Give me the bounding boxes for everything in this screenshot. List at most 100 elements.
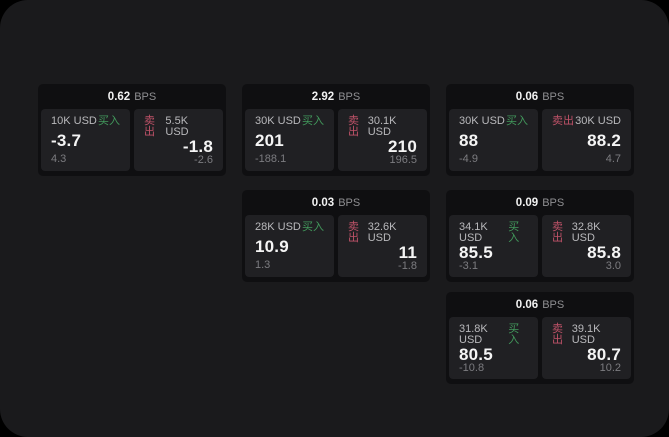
buy-price: -3.7 (51, 131, 82, 150)
sell-price: 85.8 (587, 243, 621, 262)
buy-sub-value: -10.8 (459, 362, 485, 374)
buy-side-label: 买入 (302, 221, 324, 233)
spread-unit: BPS (542, 298, 565, 311)
buy-price: 10.9 (255, 237, 289, 256)
sell-amount: 32.6K USD (367, 221, 397, 244)
sell-panel-top: 卖出 30.1K USD (348, 116, 417, 138)
buy-amount: 28K USD (255, 221, 301, 233)
spread-value: 2.92 (311, 90, 335, 103)
buy-panel-top: 30K USD 买入 (459, 116, 528, 127)
buy-panel-top: 31.8K USD 买入 (459, 324, 528, 346)
sell-price: 210 (388, 137, 417, 156)
sell-amount: 5.5K USD (165, 115, 189, 138)
sell-panel-top: 卖出 32.8K USD (552, 222, 621, 244)
sell-side-label: 卖出 (144, 115, 155, 138)
sell-price: 11 (398, 243, 417, 262)
spread-header: 0.09 BPS (446, 190, 634, 215)
quote-panels: 31.8K USD 买入 80.5 -10.8 卖出 39.1K USD 80.… (446, 317, 634, 379)
sell-side-label: 卖出 (552, 115, 574, 127)
spread-value: 0.06 (515, 90, 539, 103)
buy-amount: 31.8K USD (459, 323, 488, 346)
sell-panel-top: 卖出 32.6K USD (348, 222, 417, 244)
sell-panel-top: 卖出 30K USD (552, 116, 621, 127)
quote-card-4: 0.03 BPS 28K USD 买入 10.9 1.3 卖出 32.6K US… (242, 190, 430, 282)
spread-unit: BPS (338, 196, 361, 209)
buy-sub-value: 4.3 (51, 153, 67, 165)
sell-side-label: 卖出 (552, 323, 563, 346)
sell-panel[interactable]: 卖出 32.6K USD 11 -1.8 (338, 215, 427, 277)
buy-amount: 30K USD (459, 115, 505, 127)
buy-sub-value: 1.3 (255, 259, 271, 271)
quote-card-6: 0.06 BPS 31.8K USD 买入 80.5 -10.8 卖出 39.1… (446, 292, 634, 384)
spread-header: 0.62 BPS (38, 84, 226, 109)
sell-panel[interactable]: 卖出 30K USD 88.2 4.7 (542, 109, 631, 171)
sell-amount: 39.1K USD (571, 323, 601, 346)
sell-panel[interactable]: 卖出 32.8K USD 85.8 3.0 (542, 215, 631, 277)
spread-value: 0.03 (311, 196, 335, 209)
buy-side-label: 买入 (508, 323, 520, 346)
sell-panel[interactable]: 卖出 5.5K USD -1.8 -2.6 (134, 109, 223, 171)
buy-panel-top: 10K USD 买入 (51, 116, 120, 127)
quote-card-5: 0.09 BPS 34.1K USD 买入 85.5 -3.1 卖出 32.8K… (446, 190, 634, 282)
spread-unit: BPS (542, 196, 565, 209)
buy-panel[interactable]: 10K USD 买入 -3.7 4.3 (41, 109, 130, 171)
buy-side-label: 买入 (302, 115, 324, 127)
sell-price: 80.7 (587, 345, 621, 364)
sell-amount: 30K USD (575, 115, 621, 127)
buy-sub-value: -3.1 (459, 260, 478, 272)
buy-side-label: 买入 (98, 115, 120, 127)
buy-side-label: 买入 (506, 115, 528, 127)
buy-price: 88 (459, 131, 479, 150)
sell-panel[interactable]: 卖出 39.1K USD 80.7 10.2 (542, 317, 631, 379)
buy-price: 201 (255, 131, 284, 150)
sell-side-label: 卖出 (348, 221, 359, 244)
quote-card-1: 0.62 BPS 10K USD 买入 -3.7 4.3 卖出 5.5K USD… (38, 84, 226, 176)
quote-card-2: 2.92 BPS 30K USD 买入 201 -188.1 卖出 30.1K … (242, 84, 430, 176)
buy-side-label: 买入 (508, 221, 520, 244)
spread-value: 0.06 (515, 298, 539, 311)
buy-panel-top: 34.1K USD 买入 (459, 222, 528, 244)
spread-header: 0.06 BPS (446, 84, 634, 109)
sell-price: -1.8 (182, 137, 213, 156)
sell-sub-value: 10.2 (599, 362, 621, 374)
spread-unit: BPS (542, 90, 565, 103)
buy-sub-value: -4.9 (459, 153, 478, 165)
buy-amount: 30K USD (255, 115, 301, 127)
sell-panel[interactable]: 卖出 30.1K USD 210 196.5 (338, 109, 427, 171)
sell-sub-value: -2.6 (194, 154, 213, 166)
sell-side-label: 卖出 (348, 115, 359, 138)
buy-amount: 10K USD (51, 115, 97, 127)
spread-unit: BPS (338, 90, 361, 103)
sell-panel-top: 卖出 39.1K USD (552, 324, 621, 346)
buy-panel[interactable]: 34.1K USD 买入 85.5 -3.1 (449, 215, 538, 277)
spread-value: 0.09 (515, 196, 539, 209)
sell-sub-value: -1.8 (398, 260, 417, 272)
buy-panel[interactable]: 30K USD 买入 88 -4.9 (449, 109, 538, 171)
buy-price: 80.5 (459, 345, 493, 364)
sell-panel-top: 卖出 5.5K USD (144, 116, 213, 138)
sell-sub-value: 4.7 (605, 153, 621, 165)
sell-sub-value: 196.5 (389, 154, 417, 166)
spread-header: 0.03 BPS (242, 190, 430, 215)
sell-sub-value: 3.0 (605, 260, 621, 272)
quote-panels: 10K USD 买入 -3.7 4.3 卖出 5.5K USD -1.8 -2.… (38, 109, 226, 171)
buy-sub-value: -188.1 (255, 153, 287, 165)
quote-panels: 30K USD 买入 88 -4.9 卖出 30K USD 88.2 4.7 (446, 109, 634, 171)
buy-panel[interactable]: 28K USD 买入 10.9 1.3 (245, 215, 334, 277)
sell-amount: 32.8K USD (571, 221, 601, 244)
buy-panel[interactable]: 31.8K USD 买入 80.5 -10.8 (449, 317, 538, 379)
buy-panel-top: 30K USD 买入 (255, 116, 324, 127)
sell-side-label: 卖出 (552, 221, 563, 244)
quote-card-3: 0.06 BPS 30K USD 买入 88 -4.9 卖出 30K USD 8… (446, 84, 634, 176)
spread-header: 0.06 BPS (446, 292, 634, 317)
spread-value: 0.62 (107, 90, 131, 103)
quote-panels: 30K USD 买入 201 -188.1 卖出 30.1K USD 210 1… (242, 109, 430, 171)
sell-amount: 30.1K USD (367, 115, 397, 138)
quote-panels: 28K USD 买入 10.9 1.3 卖出 32.6K USD 11 -1.8 (242, 215, 430, 277)
quote-panels: 34.1K USD 买入 85.5 -3.1 卖出 32.8K USD 85.8… (446, 215, 634, 277)
sell-price: 88.2 (587, 131, 621, 150)
spread-unit: BPS (134, 90, 157, 103)
buy-amount: 34.1K USD (459, 221, 488, 244)
buy-panel[interactable]: 30K USD 买入 201 -188.1 (245, 109, 334, 171)
